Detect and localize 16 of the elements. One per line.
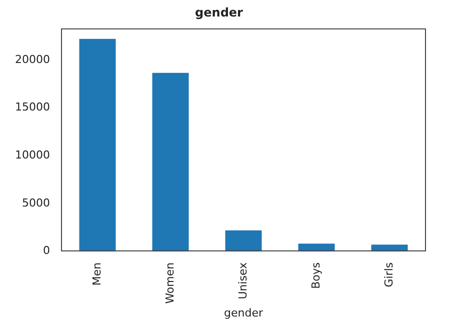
y-tick-label: 0	[42, 244, 50, 258]
y-tick-label: 15000	[14, 100, 50, 114]
chart-title: gender	[195, 5, 244, 20]
y-tick-label: 5000	[22, 196, 50, 210]
x-tick-label: Men	[90, 262, 104, 286]
bar	[298, 244, 335, 252]
bar	[79, 38, 116, 252]
y-tick-label: 10000	[14, 148, 50, 162]
x-tick-label: Women	[163, 262, 176, 304]
x-tick-label: Unisex	[236, 262, 250, 300]
y-tick-label: 20000	[14, 52, 50, 66]
bar	[225, 230, 262, 252]
x-axis-title: gender	[224, 306, 264, 320]
bar	[152, 72, 189, 252]
x-tick-label: Girls	[382, 262, 396, 288]
x-tick-label: Boys	[309, 262, 322, 289]
